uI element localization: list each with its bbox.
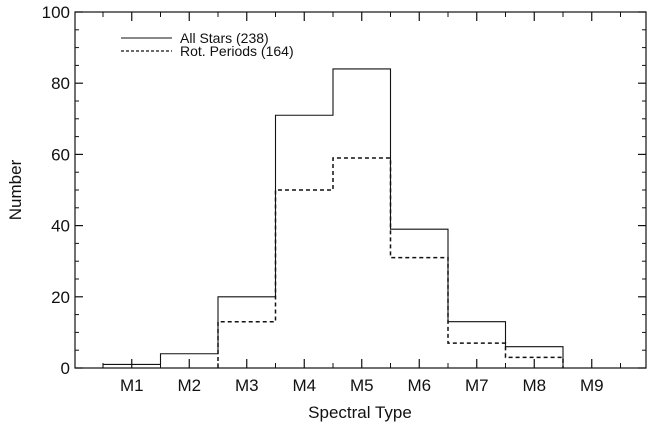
bar-2-M4: [276, 190, 334, 368]
series-outline-1: [102, 68, 564, 368]
bar-1-M3: [218, 297, 276, 368]
y-axis: 0 20 40 60 80 100: [42, 3, 646, 378]
x-axis: M1 M2 M3 M4 M5 M6 M7 M8 M9: [102, 12, 621, 395]
bar-2-M6: [391, 258, 449, 368]
x-tick-label: M2: [177, 376, 201, 395]
histogram-series: [102, 68, 564, 368]
legend: All Stars (238)Rot. Periods (164): [121, 30, 294, 59]
y-tick-label: 100: [42, 3, 70, 22]
x-tick-label: M5: [350, 376, 374, 395]
x-tick-label: M3: [235, 376, 259, 395]
x-tick-label: M1: [120, 376, 144, 395]
plot-frame: [74, 11, 647, 369]
x-tick-label: M7: [465, 376, 489, 395]
y-tick-label: 0: [61, 359, 70, 378]
y-tick-label: 20: [51, 288, 70, 307]
x-tick-label: M6: [407, 376, 431, 395]
bar-2-M5: [333, 158, 391, 368]
bar-1-M4: [276, 115, 334, 368]
y-tick-label: 80: [51, 74, 70, 93]
x-axis-title: Spectral Type: [308, 403, 412, 422]
bar-1-M6: [391, 229, 449, 368]
y-tick-label: 40: [51, 217, 70, 236]
x-tick-label: M4: [292, 376, 316, 395]
x-tick-label: M9: [580, 376, 604, 395]
bar-1-M5: [333, 69, 391, 368]
y-tick-label: 60: [51, 145, 70, 164]
legend-label-2: Rot. Periods (164): [180, 43, 294, 59]
x-tick-label: M8: [522, 376, 546, 395]
legend-label-1: All Stars (238): [180, 30, 269, 46]
series-outline-2: [217, 157, 564, 368]
y-axis-title: Number: [6, 159, 25, 220]
